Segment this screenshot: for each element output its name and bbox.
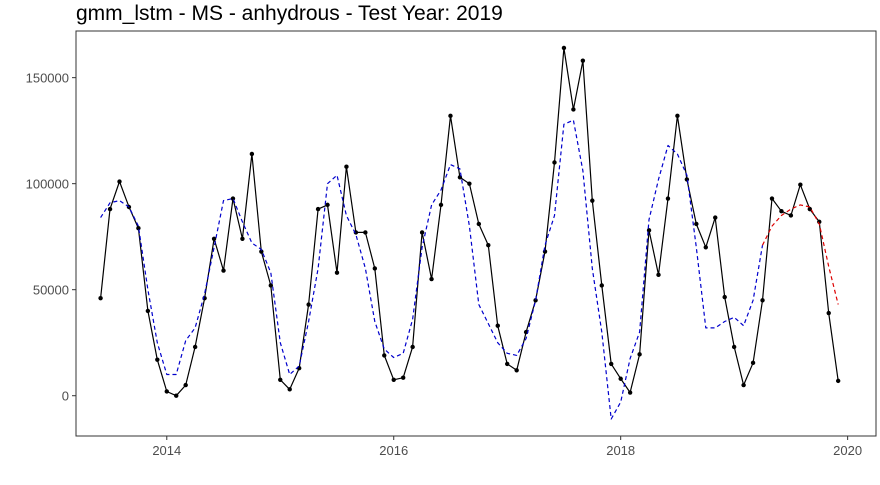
data-point-actual	[609, 361, 614, 367]
data-point-actual	[249, 151, 255, 157]
data-point-actual	[807, 206, 813, 212]
data-point-actual	[278, 377, 283, 383]
data-point-actual	[580, 58, 586, 63]
data-point-actual	[731, 344, 737, 350]
data-point-actual	[505, 361, 510, 367]
data-point-actual	[590, 198, 595, 203]
data-point-actual	[835, 378, 841, 384]
data-point-actual	[268, 283, 273, 288]
data-point-actual	[552, 160, 557, 165]
data-point-actual	[287, 387, 292, 392]
series-line-forecast	[761, 204, 839, 305]
data-point-actual	[741, 382, 746, 388]
data-point-actual	[684, 177, 690, 182]
data-point-actual	[98, 295, 103, 301]
data-point-actual	[174, 393, 179, 398]
data-point-actual	[637, 352, 642, 357]
data-point-actual	[372, 266, 378, 271]
data-point-actual	[542, 249, 548, 254]
data-point-actual	[571, 107, 576, 112]
data-point-actual	[211, 236, 217, 242]
data-point-actual	[344, 164, 349, 169]
data-point-actual	[618, 376, 623, 381]
x-tick-label: 2018	[606, 443, 635, 458]
data-point-actual	[779, 209, 784, 214]
data-point-actual	[788, 213, 794, 218]
data-point-actual	[760, 298, 765, 303]
data-point-actual	[713, 215, 718, 220]
data-point-actual	[400, 375, 406, 380]
data-point-actual	[514, 368, 519, 373]
data-point-actual	[646, 228, 652, 233]
y-tick-label: 150000	[26, 71, 69, 86]
data-point-actual	[769, 196, 775, 201]
plot-panel-border	[75, 30, 877, 437]
data-point-actual	[221, 268, 226, 273]
data-point-actual	[703, 245, 708, 250]
data-point-actual	[334, 270, 340, 275]
data-point-actual	[391, 377, 396, 383]
data-point-actual	[627, 390, 633, 395]
data-point-actual	[136, 225, 141, 231]
data-point-actual	[486, 242, 491, 248]
data-point-actual	[259, 249, 264, 254]
series-line-fitted	[100, 119, 764, 420]
data-point-actual	[183, 382, 188, 388]
data-point-actual	[599, 283, 604, 288]
data-point-actual	[561, 45, 567, 51]
x-tick-label: 2020	[833, 443, 862, 458]
data-point-actual	[155, 357, 160, 362]
data-point-actual	[694, 221, 699, 227]
data-point-actual	[826, 310, 831, 316]
data-point-actual	[363, 230, 368, 235]
data-point-actual	[476, 221, 482, 227]
data-point-actual	[448, 113, 453, 119]
data-point-actual	[325, 202, 330, 208]
data-point-actual	[240, 236, 245, 242]
data-point-actual	[798, 182, 803, 187]
data-point-actual	[164, 389, 169, 394]
data-point-actual	[665, 196, 671, 201]
data-point-actual	[722, 294, 727, 300]
x-tick-label: 2014	[152, 443, 181, 458]
data-point-actual	[107, 206, 113, 212]
data-point-actual	[145, 308, 151, 314]
data-point-actual	[675, 113, 680, 119]
x-tick-label: 2016	[379, 443, 408, 458]
data-point-actual	[750, 360, 756, 366]
data-point-actual	[315, 206, 321, 212]
data-point-actual	[533, 298, 538, 303]
data-point-actual	[656, 272, 661, 278]
data-point-actual	[192, 344, 198, 350]
y-tick-label: 50000	[33, 283, 69, 298]
series-line-actual	[100, 47, 839, 397]
data-point-actual	[467, 181, 472, 186]
data-point-actual	[306, 302, 311, 307]
data-point-actual	[429, 276, 434, 282]
data-point-actual	[382, 353, 387, 358]
chart-title: gmm_lstm - MS - anhydrous - Test Year: 2…	[76, 2, 503, 25]
data-point-actual	[419, 230, 425, 235]
data-point-actual	[230, 196, 236, 201]
data-point-actual	[117, 179, 122, 184]
data-point-actual	[438, 202, 444, 208]
y-tick-label: 0	[62, 389, 69, 404]
data-point-actual	[495, 323, 500, 328]
data-point-actual	[410, 344, 415, 350]
y-tick-label: 100000	[26, 177, 69, 192]
